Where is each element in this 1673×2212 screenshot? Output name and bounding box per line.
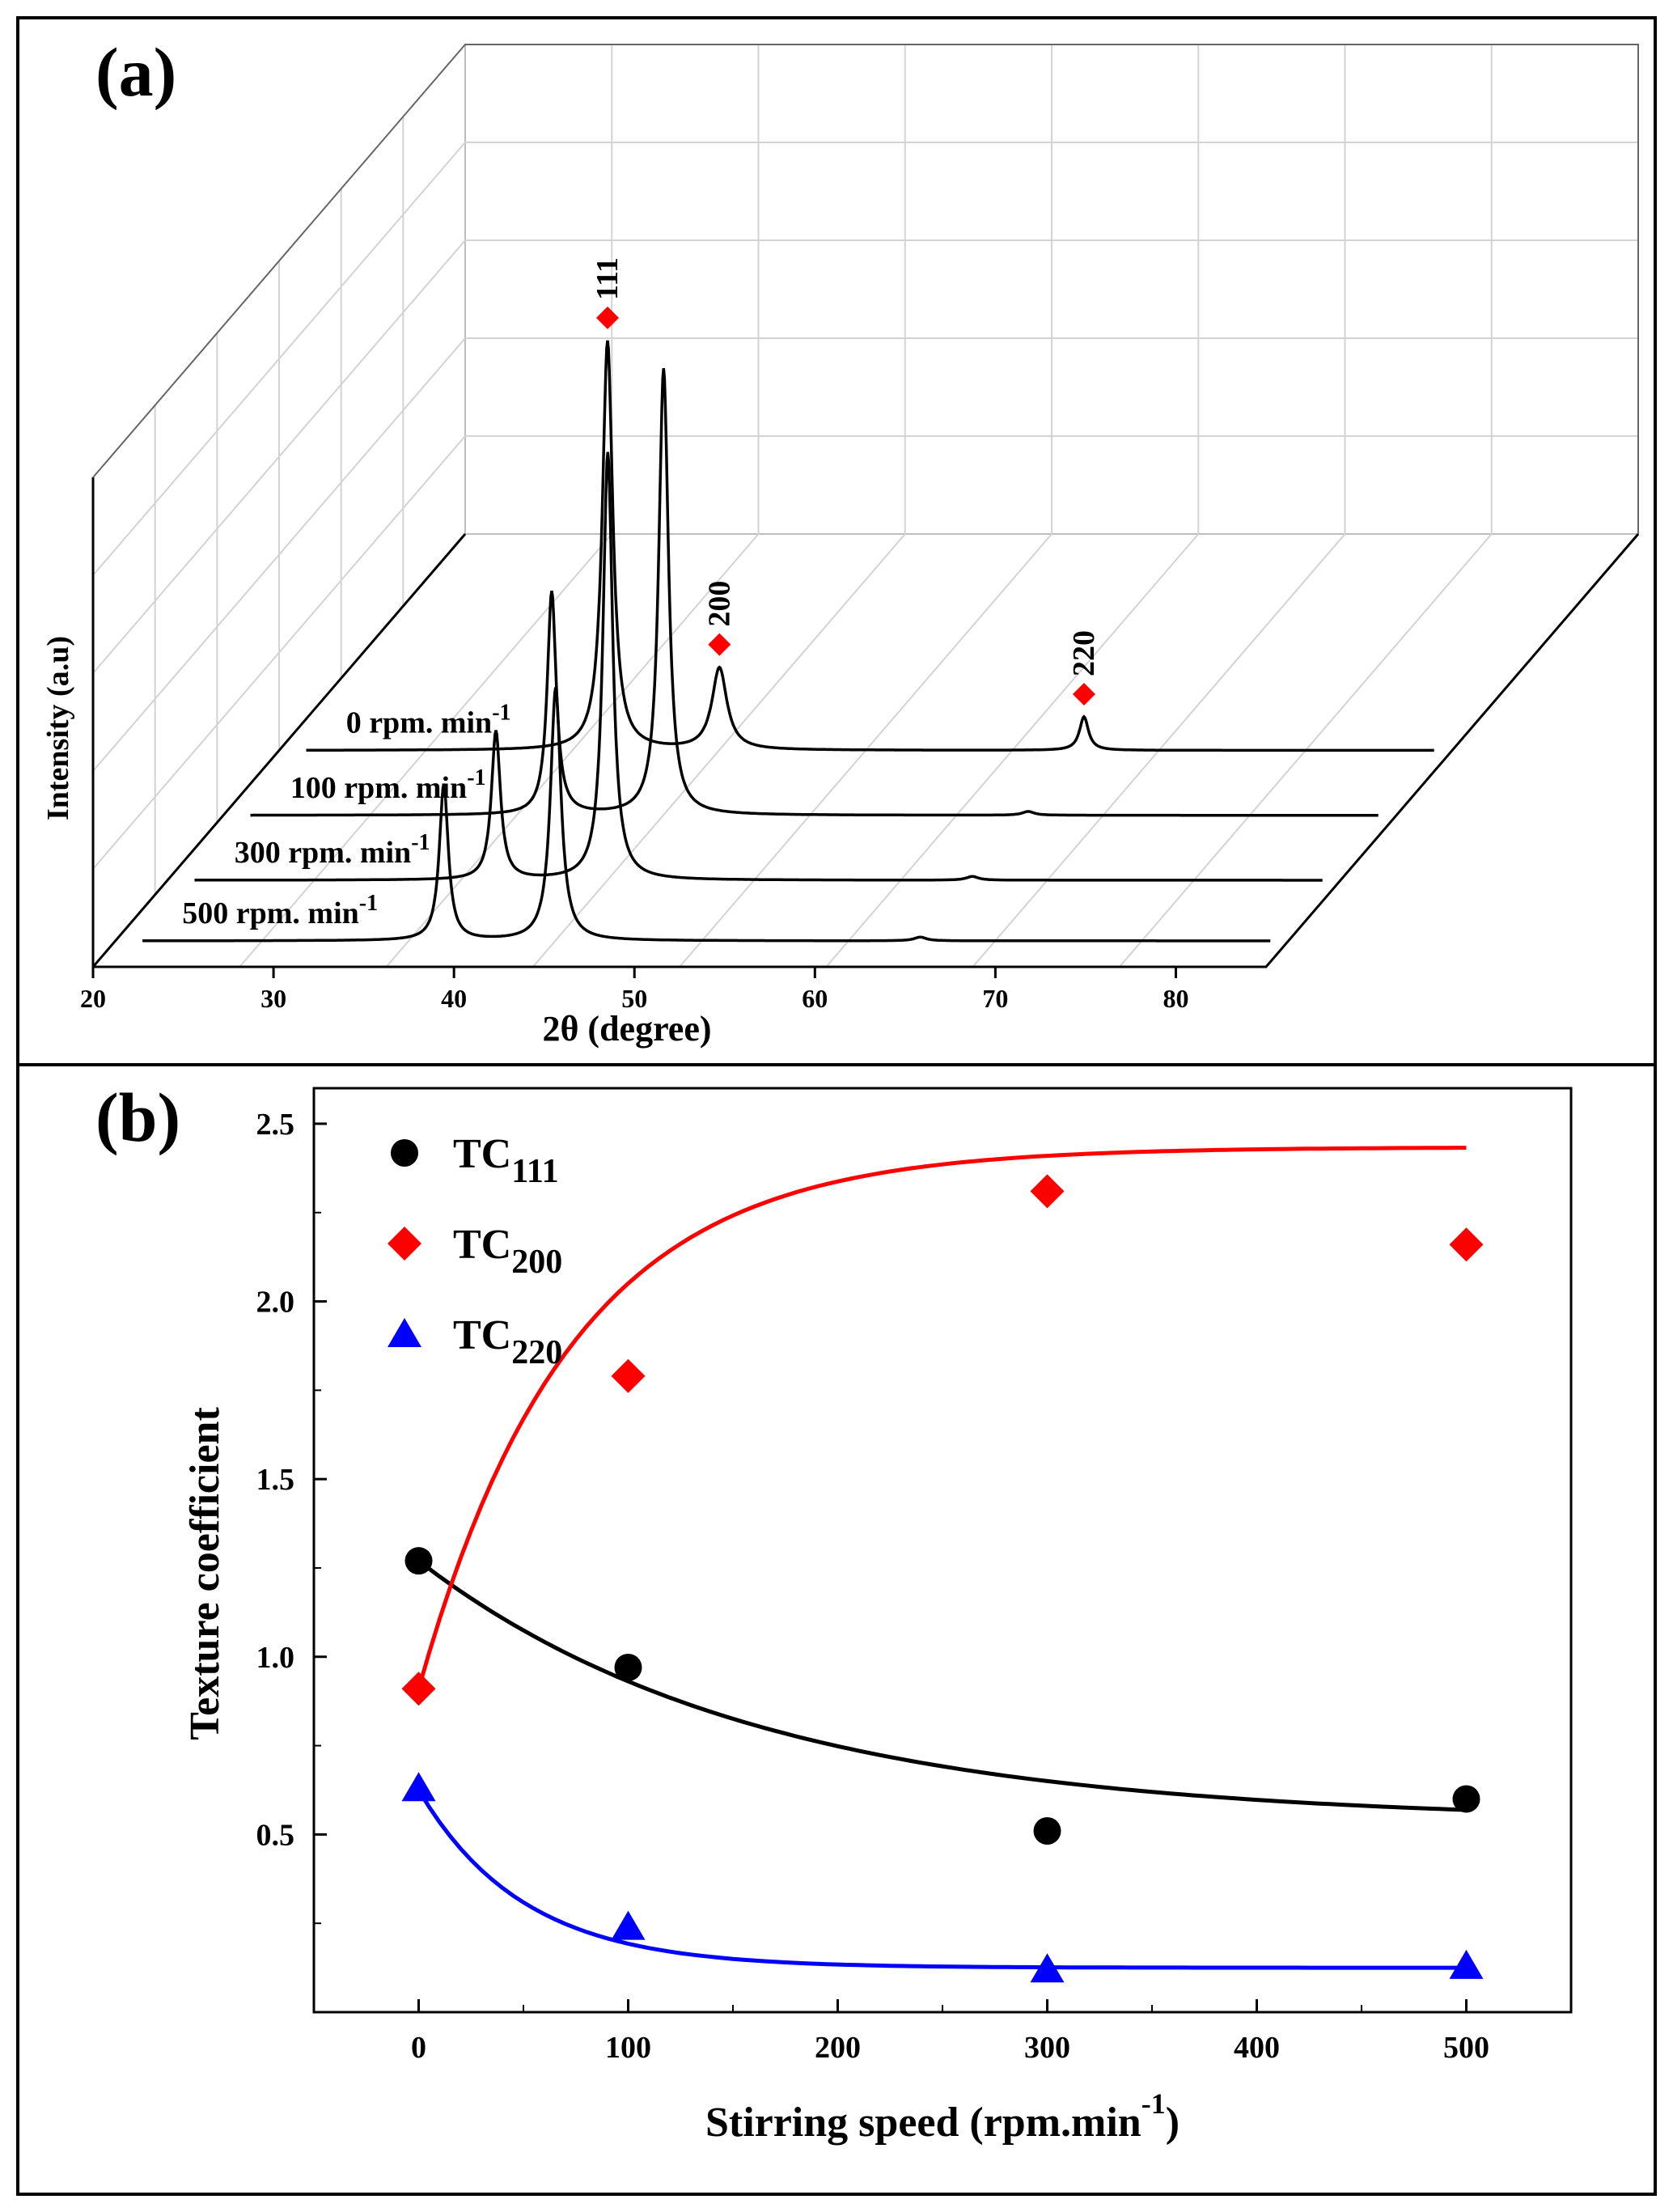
y-tick-label-b: 1.5 (256, 1463, 295, 1497)
peak-marker-label: 111 (591, 257, 625, 300)
data-point-tc220 (1030, 1953, 1065, 1983)
y-axis-label-a: Intensity (a.u) (41, 636, 75, 820)
x-tick-label-b: 400 (1234, 2031, 1280, 2065)
xrd-line-1 (142, 687, 1271, 943)
legend-label: TC111 (453, 1131, 559, 1190)
y-axis-label-b: Texture coefficient (182, 1407, 228, 1740)
panel-b-label: (b) (95, 1078, 180, 1156)
x-tick-label-a: 60 (802, 984, 828, 1013)
box-top (92, 44, 1639, 534)
peak-marker-label: 200 (702, 581, 736, 627)
x-tick-label-a: 40 (441, 984, 467, 1013)
data-point-tc220 (1449, 1949, 1484, 1979)
legend-marker (388, 1227, 421, 1261)
legend-label: TC200 (453, 1222, 562, 1281)
xrd-line-2 (194, 451, 1323, 882)
x-tick-label-a: 70 (982, 984, 1008, 1013)
data-point-tc200 (1030, 1174, 1065, 1209)
data-point-tc220 (401, 1772, 436, 1802)
xrd-panel: 20 30 40 50 60 70 80 111 200 220 500 rpm. min-1 3… (41, 33, 1640, 1049)
series-label-a: 100 rpm. min-1 (290, 765, 486, 805)
fit-curve-tc111 (417, 1559, 1467, 1812)
data-point-tc111 (1452, 1785, 1480, 1813)
legend-marker (391, 1139, 418, 1167)
x-tick-label-a: 30 (260, 984, 286, 1013)
x-tick-label-a: 20 (80, 984, 106, 1013)
x-tick-label-a: 50 (621, 984, 647, 1013)
y-tick-label-b: 2.5 (256, 1108, 295, 1142)
legend: TC111 TC200 TC220 (388, 1131, 562, 1371)
legend-marker (388, 1318, 421, 1347)
peak-marker-label: 220 (1067, 630, 1101, 676)
data-point-tc200 (401, 1672, 436, 1706)
data-point-tc111 (1033, 1816, 1061, 1845)
peak-marker-diamond (1072, 682, 1095, 706)
texture-panel: 0 100 200 300 400 500 0.5 1.0 1.5 2.0 2.5 TC111 TC2… (95, 1078, 1573, 2146)
floor-grid (532, 533, 906, 968)
x-tick-label-a: 80 (1163, 984, 1188, 1013)
y-tick-label-b: 0.5 (256, 1818, 295, 1852)
peak-marker-diamond (708, 633, 731, 656)
xrd-line-3 (250, 367, 1379, 817)
data-point-tc111 (614, 1653, 642, 1681)
x-tick-label-b: 200 (815, 2031, 861, 2065)
x-tick-label-b: 500 (1443, 2031, 1489, 2065)
floor-grid (385, 533, 760, 968)
data-point-tc111 (404, 1547, 433, 1575)
x-axis-label-b: Stirring speed (rpm.min-1) (705, 2087, 1180, 2146)
x-tick-label-b: 300 (1024, 2031, 1070, 2065)
fit-curve-tc200 (417, 1146, 1467, 1689)
x-tick-label-b: 0 (411, 2031, 426, 2065)
x-tick-label-b: 100 (605, 2031, 651, 2065)
y-tick-label-b: 2.0 (256, 1286, 295, 1320)
data-point-tc200 (1449, 1227, 1484, 1262)
xrd-line-4 (306, 340, 1434, 752)
data-point-tc200 (611, 1358, 646, 1393)
box-left-floor (91, 533, 467, 968)
legend-label: TC220 (453, 1312, 562, 1371)
panel-b-frame (16, 1063, 1657, 2196)
x-axis-label-a: 2θ (degree) (542, 1009, 711, 1049)
peak-marker-diamond (596, 306, 619, 329)
box-front (91, 477, 1640, 968)
panel-a-label: (a) (95, 33, 176, 111)
series-label-a: 0 rpm. min-1 (346, 701, 511, 740)
y-tick-label-b: 1.0 (256, 1641, 295, 1675)
data-point-tc220 (611, 1910, 646, 1940)
series-label-a: 300 rpm. min-1 (235, 830, 430, 870)
fit-curve-tc220 (417, 1789, 1467, 1970)
series-label-a: 500 rpm. min-1 (182, 891, 378, 930)
